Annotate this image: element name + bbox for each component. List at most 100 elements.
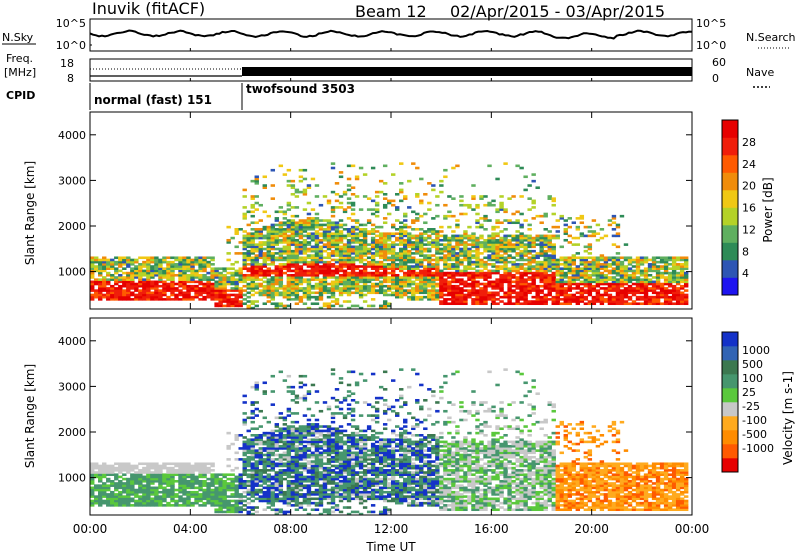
velocity-cell	[190, 466, 195, 470]
power-cell	[242, 263, 247, 266]
velocity-cell	[202, 473, 207, 476]
power-cell	[547, 195, 552, 198]
velocity-cell	[250, 495, 255, 498]
power-cell	[326, 269, 332, 273]
velocity-cell	[226, 486, 231, 490]
power-cell	[90, 267, 95, 270]
velocity-cell	[154, 486, 159, 490]
power-cell	[330, 228, 336, 231]
power-cell	[459, 243, 464, 246]
power-cell	[290, 258, 296, 262]
power-cell	[306, 271, 312, 275]
power-cell	[338, 225, 344, 229]
velocity-cell	[146, 475, 151, 479]
power-cell	[479, 252, 484, 255]
power-cell	[378, 271, 384, 275]
power-cell	[587, 276, 593, 279]
power-cell	[683, 293, 689, 297]
power-cell	[354, 278, 360, 281]
velocity-cell	[278, 475, 284, 479]
power-cell	[599, 236, 605, 240]
velocity-cell	[282, 418, 288, 422]
velocity-cell	[218, 484, 223, 487]
power-cell	[150, 256, 155, 260]
power-cell	[302, 271, 308, 275]
power-cell	[647, 287, 653, 290]
power-cell	[266, 293, 271, 297]
power-cell	[322, 302, 328, 306]
power-cell	[338, 238, 344, 242]
power-cell	[447, 254, 452, 257]
colorbar-tick-label: 8	[742, 245, 749, 258]
power-cell	[374, 276, 380, 279]
power-cell	[683, 265, 689, 268]
power-cell	[322, 284, 328, 288]
velocity-cell	[198, 473, 203, 476]
power-cell	[386, 271, 392, 275]
velocity-cell	[190, 469, 195, 472]
power-cell	[158, 265, 163, 268]
velocity-cell	[162, 495, 167, 498]
power-cell	[362, 236, 368, 240]
power-cell	[154, 289, 159, 292]
power-cell	[126, 291, 131, 295]
power-cell	[607, 295, 613, 299]
power-cell	[254, 245, 259, 249]
velocity-cell	[290, 392, 296, 396]
power-cell	[326, 236, 332, 240]
power-cell	[499, 265, 504, 268]
power-cell	[94, 256, 99, 260]
power-cell	[178, 258, 183, 262]
power-cell	[451, 249, 456, 253]
velocity-cell	[118, 475, 123, 479]
power-cell	[455, 247, 460, 251]
power-cell	[94, 293, 99, 297]
power-cell	[671, 291, 677, 295]
power-cell	[491, 243, 496, 246]
power-cell	[615, 302, 621, 306]
power-cell	[358, 230, 364, 233]
power-cell	[479, 302, 484, 306]
power-cell	[310, 221, 316, 225]
power-cell	[326, 304, 332, 308]
power-cell	[619, 256, 625, 260]
velocity-cell	[282, 495, 288, 498]
power-cell	[575, 236, 581, 240]
power-cell	[226, 295, 231, 299]
velocity-cell	[230, 506, 235, 509]
velocity-cell	[166, 495, 171, 498]
power-cell	[294, 195, 300, 198]
power-cell	[158, 269, 163, 273]
velocity-cell	[262, 416, 267, 420]
power-cell	[591, 287, 597, 290]
power-cell	[234, 230, 239, 233]
power-cell	[122, 293, 127, 297]
power-cell	[126, 276, 131, 279]
velocity-cell	[158, 479, 163, 483]
power-cell	[519, 298, 524, 301]
power-cell	[667, 282, 673, 286]
power-cell	[535, 302, 540, 306]
power-cell	[246, 295, 251, 299]
velocity-cell	[110, 504, 115, 507]
power-cell	[178, 260, 183, 264]
power-cell	[411, 291, 416, 295]
power-cell	[246, 245, 251, 249]
power-cell	[439, 252, 444, 255]
power-cell	[278, 304, 284, 308]
power-cell	[118, 291, 123, 295]
power-cell	[342, 258, 348, 262]
power-cell	[551, 287, 556, 290]
power-cell	[435, 293, 440, 297]
power-cell	[174, 267, 179, 270]
velocity-cell	[258, 458, 263, 461]
power-cell	[587, 243, 593, 246]
power-cell	[262, 284, 267, 288]
power-cell	[330, 293, 336, 297]
power-cell	[503, 302, 508, 306]
power-cell	[679, 291, 685, 295]
power-cell	[146, 284, 151, 288]
power-cell	[467, 258, 472, 262]
power-cell	[447, 271, 452, 275]
power-cell	[463, 298, 468, 301]
